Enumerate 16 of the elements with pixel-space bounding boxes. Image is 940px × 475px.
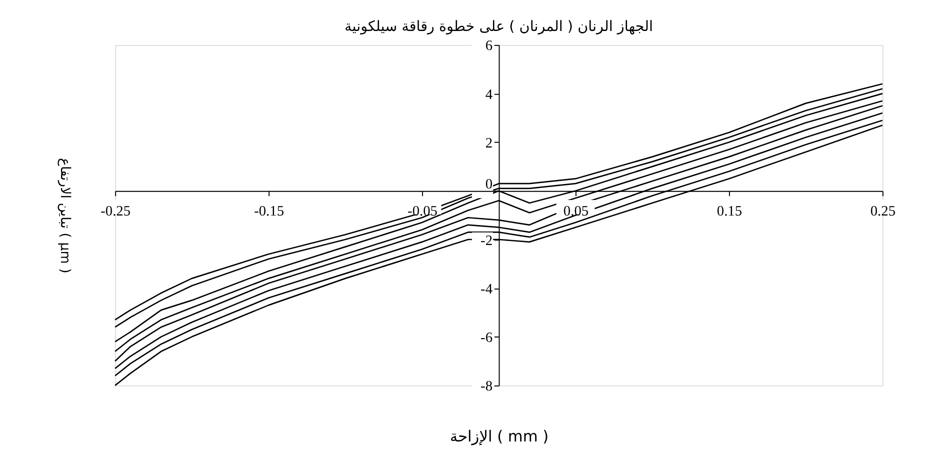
y-axis-title: تباين الارتفاع ( µm )	[56, 158, 72, 274]
x-tick-label: -0.05	[408, 203, 438, 220]
y-tick-label: 4	[485, 86, 493, 103]
y-tick-label: -2	[480, 232, 493, 249]
x-axis-title: الإزاحة ( mm )	[450, 428, 549, 446]
x-tick-label: 0.15	[716, 203, 742, 220]
x-tick-label: -0.15	[254, 203, 284, 220]
y-tick-label: 0	[485, 176, 493, 192]
y-tick-label: -6	[480, 330, 493, 346]
x-tick-label: 0.25	[870, 203, 896, 220]
y-tick-label: 6	[485, 38, 493, 54]
y-tick-label: 2	[485, 136, 493, 152]
y-tick-label: -4	[480, 281, 493, 298]
x-tick-label: -0.25	[100, 203, 131, 220]
y-tick-label: -8	[480, 378, 493, 395]
chart-title: الجهاز الرنان ( المرنان ) على خطوة رقاقة سيلكونية	[344, 19, 653, 36]
